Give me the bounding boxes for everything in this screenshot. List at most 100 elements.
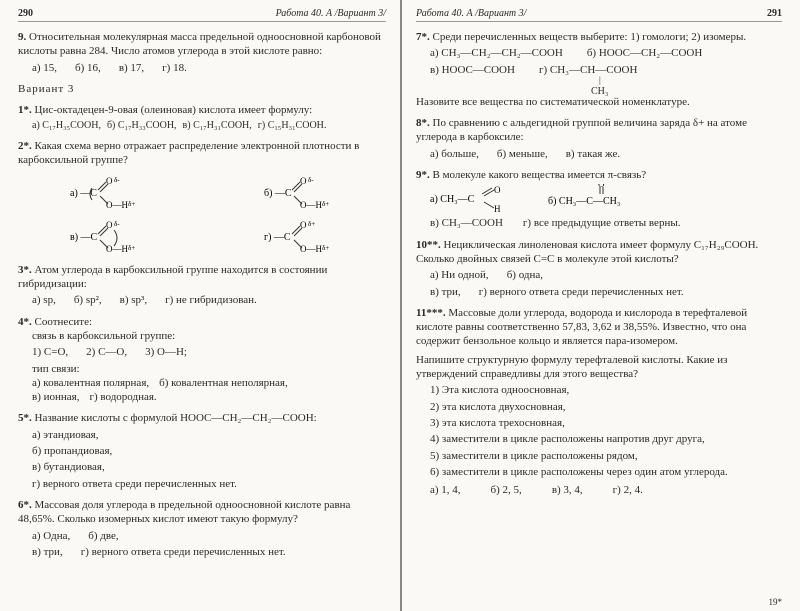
left-header: 290 Работа 40. А /Вариант 3/ xyxy=(18,8,386,22)
q3-num: 3*. xyxy=(18,264,32,276)
q4-r1a: 1) C=O, xyxy=(32,345,68,359)
question-2: 2*. Какая схема верно отражает распредел… xyxy=(18,139,386,256)
q6-opt-c: в) три, xyxy=(32,545,63,559)
svg-text:г) —C: г) —C xyxy=(264,232,291,243)
q7-text: Среди перечисленных веществ выберите: 1)… xyxy=(433,31,747,43)
q4-ta: а) ковалентная полярная, xyxy=(32,376,149,390)
q2-diagram-c: в) —C Oδ- O—Hδ+ xyxy=(70,218,140,256)
svg-text:O—H: O—H xyxy=(300,244,322,254)
q5-opt-a: а) этандиовая, xyxy=(32,428,386,442)
q11-s4: 4) заместители в цикле расположены напро… xyxy=(430,432,782,446)
svg-text:δ-: δ- xyxy=(308,176,314,184)
question-9: 9. Относительная молекулярная масса пред… xyxy=(18,30,386,75)
q4-td: г) водородная. xyxy=(89,390,156,404)
q11-text: Массовые доли углерода, водорода и кисло… xyxy=(416,307,747,348)
q7-num: 7*. xyxy=(416,31,430,43)
q2-num: 2*. xyxy=(18,140,32,152)
svg-text:O: O xyxy=(598,184,605,189)
header-text-left: Работа 40. А /Вариант 3/ xyxy=(276,8,386,19)
svg-text:δ+: δ+ xyxy=(308,220,315,228)
q10-opt-a: а) Ни одной, xyxy=(430,268,489,282)
q11-opt-b: б) 2, 5, xyxy=(491,483,522,497)
q1-num: 1*. xyxy=(18,104,32,116)
q9r-text: В молекуле какого вещества имеется π-свя… xyxy=(433,169,647,181)
q9r-opt-c: в) CH₃—COOH xyxy=(430,216,503,230)
q6-text: Массовая доля углерода в предельной одно… xyxy=(18,499,350,525)
svg-text:δ-: δ- xyxy=(114,176,120,184)
q8-opt-c: в) такая же. xyxy=(566,147,620,161)
q11-opt-c: в) 3, 4, xyxy=(552,483,583,497)
svg-text:а) CH₃—C: а) CH₃—C xyxy=(430,194,475,205)
svg-text:H: H xyxy=(494,204,501,214)
q5-opt-d: г) верного ответа среди перечисленных не… xyxy=(32,477,386,491)
q10-num: 10**. xyxy=(416,239,441,251)
q11-s1: 1) Эта кислота одноосновная, xyxy=(430,383,782,397)
q11-s3: 3) эта кислота трехосновная, xyxy=(430,416,782,430)
q9r-opt-d: г) все предыдущие ответы верны. xyxy=(523,216,681,230)
svg-text:δ+: δ+ xyxy=(322,200,329,208)
q10-opt-d: г) верного ответа среди перечисленных не… xyxy=(479,285,684,299)
question-5: 5*. Название кислоты с формулой HOOC—CH₂… xyxy=(18,411,386,490)
q9r-num: 9*. xyxy=(416,169,430,181)
q11-s6: 6) заместители в цикле расположены через… xyxy=(430,465,782,479)
question-1: 1*. Цис-октадецен-9-овая (олеиновая) кис… xyxy=(18,103,386,132)
q2-diagram-b: б) —C Oδ- O—Hδ+ xyxy=(264,174,334,212)
svg-text:б) —C: б) —C xyxy=(264,188,292,199)
q11-s2: 2) эта кислота двухосновная, xyxy=(430,400,782,414)
q5-opt-c: в) бутандиовая, xyxy=(32,460,386,474)
left-page: 290 Работа 40. А /Вариант 3/ 9. Относите… xyxy=(0,0,400,611)
q4-sub1: связь в карбоксильной группе: xyxy=(32,329,386,343)
q7-opt-b: б) HOOC—CH₂—COOH xyxy=(587,46,702,60)
q11-opt-d: г) 2, 4. xyxy=(613,483,643,497)
q6-opt-b: б) две, xyxy=(88,529,118,543)
q4-text: Соотнесите: xyxy=(35,316,93,328)
q9-opt-a: а) 15, xyxy=(32,61,57,75)
q5-opt-b: б) пропандиовая, xyxy=(32,444,386,458)
svg-text:δ+: δ+ xyxy=(128,244,135,252)
right-header: Работа 40. А /Вариант 3/ 291 xyxy=(416,8,782,22)
q9-num: 9. xyxy=(18,31,26,43)
q1-opt-a: а) C₁₇H₃₅COOH, xyxy=(32,119,101,132)
q3-opt-c: в) sp³, xyxy=(120,293,147,307)
svg-text:O—H: O—H xyxy=(106,200,128,210)
q10-text: Нециклическая линоленовая кислота имеет … xyxy=(416,239,758,265)
page-number-right: 291 xyxy=(767,8,782,19)
q3-text: Атом углерода в карбоксильной группе нах… xyxy=(18,264,327,290)
q8-opt-b: б) меньше, xyxy=(497,147,548,161)
q4-r1b: 2) C—O, xyxy=(86,345,127,359)
variant-title: Вариант 3 xyxy=(18,83,386,95)
q8-text: По сравнению с альдегидной группой велич… xyxy=(416,117,747,143)
svg-text:δ-: δ- xyxy=(114,220,120,228)
q5-text: Название кислоты с формулой HOOC—CH₂—CH₂… xyxy=(35,412,317,424)
question-6: 6*. Массовая доля углерода в предельной … xyxy=(18,498,386,559)
q6-opt-d: г) верного ответа среди перечисленных не… xyxy=(81,545,286,559)
q4-sub2: тип связи: xyxy=(32,362,386,376)
q11-num: 11***. xyxy=(416,307,446,319)
q2-diagram-d: г) —C Oδ+ O—Hδ+ xyxy=(264,218,334,256)
q7-opt-d: г) CH₃—CH—COOH | CH₃ xyxy=(539,63,638,77)
q1-opt-b: б) C₁₇H₃₃COOH, xyxy=(107,119,177,132)
q1-opt-d: г) C₁₅H₃₁COOH. xyxy=(258,119,327,132)
svg-text:O: O xyxy=(494,185,501,195)
svg-text:в) —C: в) —C xyxy=(70,232,98,243)
q4-tb: б) ковалентная неполярная, xyxy=(159,376,288,390)
right-page: Работа 40. А /Вариант 3/ 291 7*. Среди п… xyxy=(400,0,800,611)
q1-opt-c: в) C₁₇H₃₁COOH, xyxy=(183,119,252,132)
q2-diagram-a: а) —C Oδ- O—Hδ+ xyxy=(70,174,140,212)
q11-s5: 5) заместители в цикле расположены рядом… xyxy=(430,449,782,463)
q9-opt-c: в) 17, xyxy=(119,61,144,75)
q8-opt-a: а) больше, xyxy=(430,147,479,161)
q1-text: Цис-октадецен-9-овая (олеиновая) кислота… xyxy=(35,104,313,116)
q9-opt-b: б) 16, xyxy=(75,61,101,75)
question-9r: 9*. В молекуле какого вещества имеется π… xyxy=(416,168,782,231)
q3-opt-a: а) sp, xyxy=(32,293,56,307)
svg-text:δ+: δ+ xyxy=(128,200,135,208)
q9-opt-d: г) 18. xyxy=(162,61,187,75)
svg-text:δ+: δ+ xyxy=(322,244,329,252)
q5-num: 5*. xyxy=(18,412,32,424)
q9r-opt-a: а) CH₃—C O H xyxy=(430,184,508,214)
q4-num: 4*. xyxy=(18,316,32,328)
q4-r1c: 3) O—H; xyxy=(145,345,187,359)
question-3: 3*. Атом углерода в карбоксильной группе… xyxy=(18,263,386,308)
q2-text: Какая схема верно отражает распределение… xyxy=(18,140,359,166)
